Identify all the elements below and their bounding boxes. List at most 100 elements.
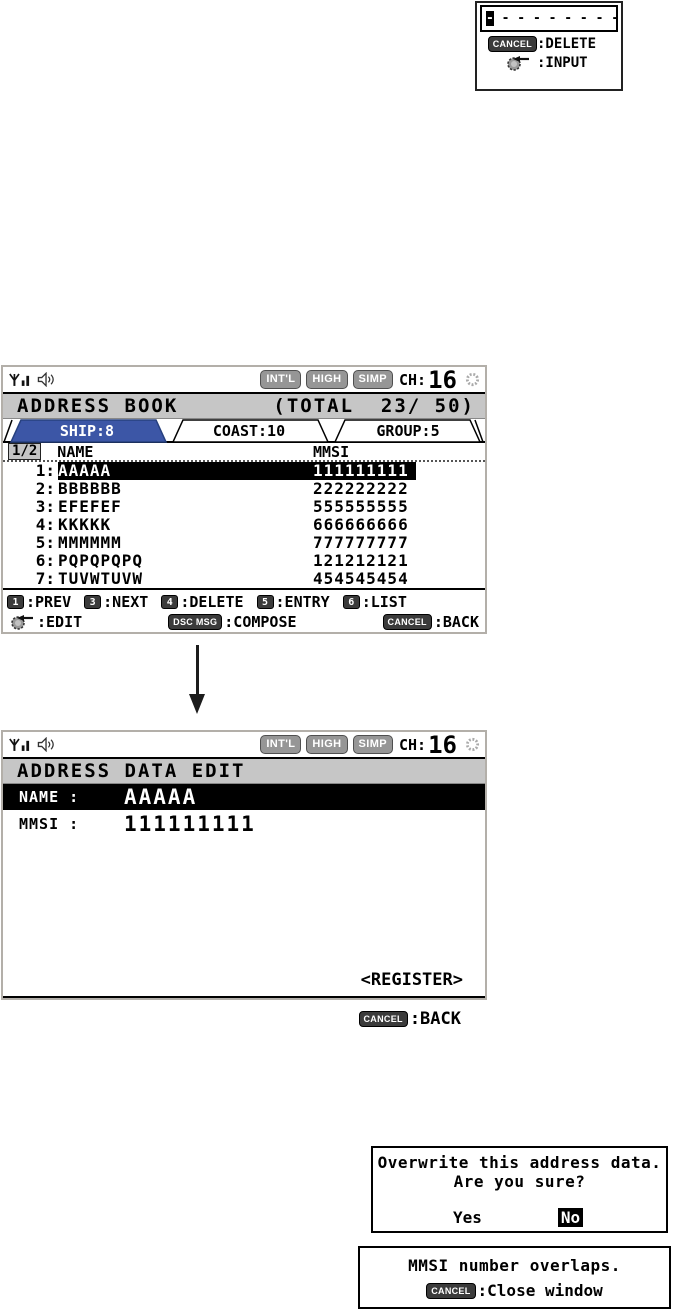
speaker-icon: [37, 737, 54, 752]
intl-mode-badge: INT'L: [260, 370, 302, 389]
overwrite-message-line2: Are you sure?: [453, 1172, 586, 1191]
row-name: KKKKK: [58, 515, 112, 534]
key-4-badge: 4: [161, 595, 179, 609]
page-title: ADDRESS BOOK: [17, 395, 179, 417]
key-hint-list[interactable]: 6:LIST: [342, 593, 407, 611]
address-row[interactable]: 2: BBBBBB 222222222: [3, 480, 485, 498]
intl-mode-badge: INT'L: [260, 735, 302, 754]
edit-screen-footer: CANCEL:BACK: [3, 996, 485, 1040]
tab-coast-label: COAST:10: [213, 422, 285, 440]
overwrite-message-line1: Overwrite this address data.: [377, 1153, 662, 1172]
tab-coast[interactable]: COAST:10: [171, 419, 330, 443]
softkey-footer: 1:PREV 3:NEXT 4:DELETE 5:ENTRY 6:LIST :E…: [3, 588, 485, 632]
tab-ship-label: SHIP:8: [60, 422, 114, 440]
knob-hint-edit[interactable]: :EDIT: [9, 613, 82, 631]
mmsi-field-label: MMSI :: [19, 814, 80, 833]
address-row[interactable]: 3: EFEFEF 555555555: [3, 498, 485, 516]
row-number: 2:: [35, 479, 55, 498]
cancel-hint-back[interactable]: CANCEL:BACK: [382, 613, 479, 631]
sync-spinner-icon: [465, 372, 480, 387]
address-row[interactable]: 6: PQPQPQPQ 121212121: [3, 552, 485, 570]
row-mmsi: 222222222: [313, 479, 409, 498]
column-header-name: NAME: [57, 442, 94, 461]
tab-group[interactable]: GROUP:5: [333, 419, 482, 443]
key-5-badge: 5: [256, 595, 274, 609]
key-6-badge: 6: [342, 595, 360, 609]
address-book-title-bar: ADDRESS BOOK (TOTAL 23/ 50): [3, 394, 485, 419]
dsc-msg-hint-compose[interactable]: DSC MSG:COMPOSE: [168, 613, 297, 631]
key-3-badge: 3: [84, 595, 102, 609]
mmsi-field-value: 111111111: [124, 811, 256, 836]
high-power-badge: HIGH: [306, 735, 348, 754]
table-header: 1/2 NAME MMSI: [3, 443, 485, 462]
speaker-icon: [37, 372, 54, 387]
page-title: ADDRESS DATA EDIT: [17, 760, 246, 782]
signal-strength-icon: [9, 738, 30, 751]
tab-group-label: GROUP:5: [376, 422, 439, 440]
address-row[interactable]: 7: TUVWTUVW 454545454: [3, 570, 485, 588]
cancel-key-badge[interactable]: CANCEL: [426, 1282, 476, 1299]
key-hint-prev[interactable]: 1:PREV: [7, 593, 71, 611]
overwrite-dialog: Overwrite this address data. Are you sur…: [371, 1146, 668, 1233]
address-data-edit-screen: INT'L HIGH SIMP CH: 16 ADDRESS DATA EDIT…: [1, 730, 487, 1029]
row-mmsi: 666666666: [313, 515, 409, 534]
key-hint-entry[interactable]: 5:ENTRY: [256, 593, 330, 611]
high-power-badge: HIGH: [306, 370, 348, 389]
row-number: 3:: [35, 497, 55, 516]
row-name: PQPQPQPQ: [58, 551, 144, 570]
channel-value: 16: [428, 730, 457, 759]
address-row[interactable]: 4: KKKKK 666666666: [3, 516, 485, 534]
flow-arrow: [196, 645, 199, 695]
cancel-key-badge[interactable]: CANCEL: [487, 36, 537, 52]
channel-label: CH:: [399, 370, 427, 389]
cancel-key-badge: CANCEL: [382, 614, 432, 630]
row-name: AAAAA: [58, 461, 112, 480]
input-cursor: -: [486, 11, 494, 26]
column-header-mmsi: MMSI: [313, 442, 350, 461]
row-mmsi: 111111111: [313, 461, 409, 480]
dsc-msg-key-badge: DSC MSG: [168, 614, 223, 630]
tab-ship[interactable]: SHIP:8: [9, 419, 168, 443]
simplex-badge: SIMP: [352, 735, 393, 754]
row-mmsi: 777777777: [313, 533, 409, 552]
mmsi-field-row[interactable]: MMSI : 111111111: [3, 810, 485, 837]
mmsi-input-popup: - - - - - - - - - CANCEL :DELETE :INPUT: [475, 1, 623, 91]
status-bar: INT'L HIGH SIMP CH: 16: [3, 732, 485, 759]
row-mmsi: 555555555: [313, 497, 409, 516]
tab-bar: SHIP:8 COAST:10 GROUP:5: [3, 419, 485, 443]
signal-strength-icon: [9, 373, 30, 386]
cancel-hint-back[interactable]: CANCEL:BACK: [358, 1009, 461, 1029]
flow-arrow-head: [189, 694, 205, 714]
close-window-label: :Close window: [477, 1281, 603, 1300]
total-count: (TOTAL 23/ 50): [273, 395, 475, 417]
channel-value: 16: [428, 365, 457, 394]
page-indicator: 1/2: [8, 443, 42, 460]
row-number: 5:: [35, 533, 55, 552]
cancel-key-badge: CANCEL: [358, 1011, 408, 1027]
enter-knob-icon: [11, 615, 33, 630]
key-hint-next[interactable]: 3:NEXT: [84, 593, 148, 611]
overlap-dialog: MMSI number overlaps. CANCEL :Close wind…: [358, 1246, 671, 1309]
mmsi-placeholder-dashes: - - - - - - - -: [493, 11, 620, 26]
row-mmsi: 454545454: [313, 569, 409, 588]
simplex-badge: SIMP: [352, 370, 393, 389]
key-hint-delete[interactable]: 4:DELETE: [161, 593, 244, 611]
address-book-screen: INT'L HIGH SIMP CH: 16 ADDRESS BOOK (TOT…: [1, 365, 487, 634]
overlap-message: MMSI number overlaps.: [408, 1256, 621, 1275]
mmsi-input-field[interactable]: - - - - - - - - -: [480, 5, 620, 32]
yes-option[interactable]: Yes: [453, 1208, 482, 1227]
row-name: EFEFEF: [58, 497, 122, 516]
row-name: BBBBBB: [58, 479, 122, 498]
name-field-row[interactable]: NAME : AAAAA: [3, 784, 485, 810]
cancel-hint-label: :DELETE: [537, 36, 597, 52]
register-button[interactable]: <REGISTER>: [360, 970, 463, 990]
enter-knob-icon[interactable]: [505, 55, 531, 71]
no-option[interactable]: No: [557, 1208, 584, 1227]
sync-spinner-icon: [465, 737, 480, 752]
key-1-badge: 1: [7, 595, 24, 609]
address-edit-title-bar: ADDRESS DATA EDIT: [3, 759, 485, 784]
row-name: MMMMMM: [58, 533, 122, 552]
address-row[interactable]: 5: MMMMMM 777777777: [3, 534, 485, 552]
row-mmsi: 121212121: [313, 551, 409, 570]
address-row[interactable]: 1: AAAAA 111111111: [3, 462, 485, 480]
